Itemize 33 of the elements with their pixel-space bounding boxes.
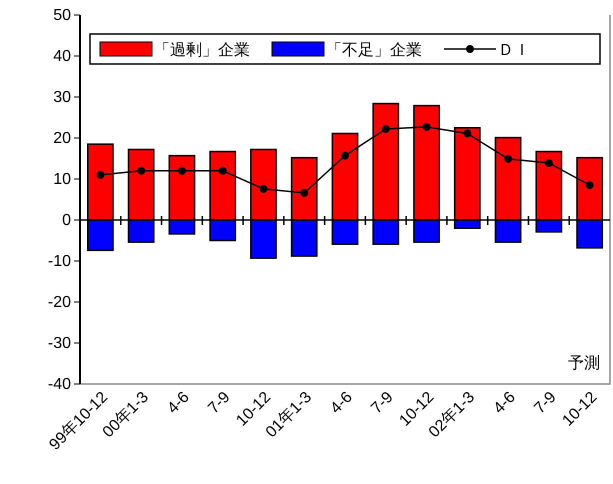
y-tick-label: 40 (53, 48, 72, 66)
point (259, 184, 268, 193)
point (504, 154, 512, 163)
y-tick-label: 20 (53, 130, 72, 148)
point (463, 130, 472, 138)
x-tick-label: 7-9 (368, 388, 397, 418)
point (341, 152, 349, 160)
point (422, 122, 431, 131)
legend-label: ＤＩ (498, 42, 530, 59)
point (382, 125, 390, 133)
y-tick-label: 0 (62, 212, 72, 230)
x-tick-label: 4-6 (327, 388, 356, 418)
legend-label: 「過剰」企業 (154, 41, 250, 59)
x-tick-label: 4-6 (164, 388, 193, 418)
y-tick-label: 10 (53, 171, 72, 188)
y-tick-label: -30 (48, 335, 72, 352)
y-tick-label: -40 (48, 376, 72, 394)
x-tick-label: 7-9 (205, 388, 234, 418)
point (218, 166, 227, 175)
point (300, 188, 308, 197)
point (586, 181, 594, 190)
legend-label: 「不足」企業 (326, 41, 422, 59)
annotation: 予測 (568, 354, 600, 372)
x-tick-label: 7-9 (531, 388, 560, 418)
y-tick-label: 50 (53, 7, 72, 24)
point (178, 166, 186, 175)
point (137, 166, 146, 175)
y-tick-label: 30 (53, 89, 72, 106)
y-tick-label: -20 (48, 294, 72, 312)
point (96, 170, 104, 179)
y-tick-label: -10 (48, 253, 72, 270)
x-tick-label: 4-6 (490, 388, 519, 418)
point (544, 159, 553, 167)
